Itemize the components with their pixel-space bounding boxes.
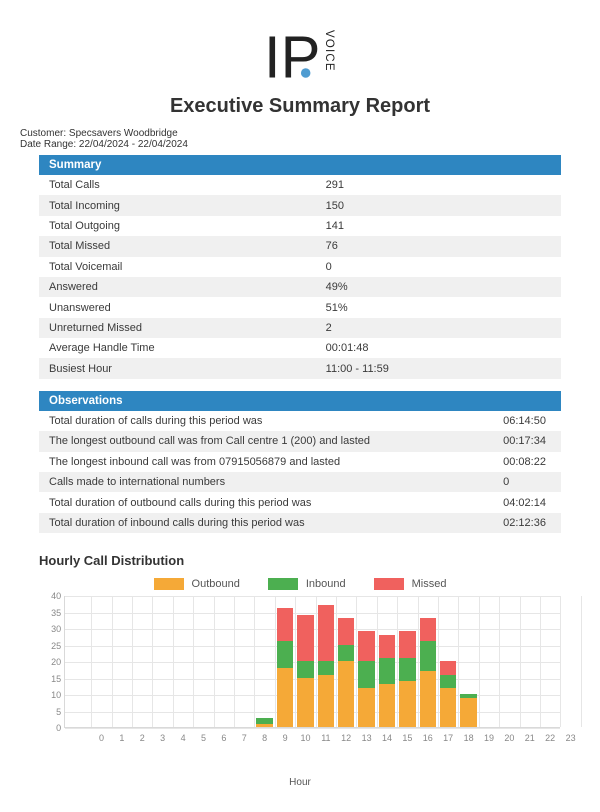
svg-text:VOICE: VOICE bbox=[323, 30, 335, 72]
svg-text:IP: IP bbox=[264, 23, 320, 90]
